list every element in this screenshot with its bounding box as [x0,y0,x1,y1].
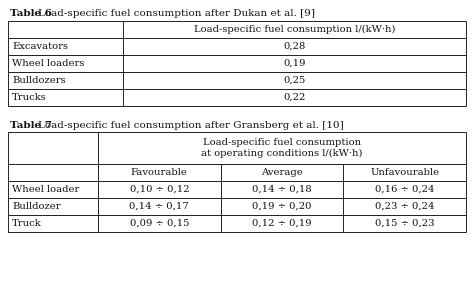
Bar [8,181,466,198]
Bar [8,132,466,164]
Bar [8,164,466,181]
Text: 0,14 ÷ 0,18: 0,14 ÷ 0,18 [252,185,312,194]
Text: 0,28: 0,28 [283,42,306,51]
Text: Favourable: Favourable [131,168,188,177]
Text: 0,25: 0,25 [283,76,306,85]
Text: Table 7: Table 7 [10,121,55,130]
Text: 0,19: 0,19 [283,59,306,68]
Text: 0,16 ÷ 0,24: 0,16 ÷ 0,24 [375,185,434,194]
Text: 0,22: 0,22 [283,93,306,102]
Text: 0,19 ÷ 0,20: 0,19 ÷ 0,20 [252,202,312,211]
Bar [8,21,466,38]
Text: at operating conditions l/(kW·h): at operating conditions l/(kW·h) [201,149,363,158]
Text: 0,12 ÷ 0,19: 0,12 ÷ 0,19 [252,219,312,228]
Text: 0,15 ÷ 0,23: 0,15 ÷ 0,23 [375,219,434,228]
Text: Wheel loader: Wheel loader [12,185,79,194]
Bar [8,72,466,89]
Text: Bulldozers: Bulldozers [12,76,65,85]
Bar [8,215,466,232]
Text: 0,10 ÷ 0,12: 0,10 ÷ 0,12 [129,185,189,194]
Text: Load-specific fuel consumption l/(kW·h): Load-specific fuel consumption l/(kW·h) [194,25,395,34]
Text: Unfavourable: Unfavourable [370,168,439,177]
Text: Bulldozer: Bulldozer [12,202,61,211]
Text: Truck: Truck [12,219,42,228]
Bar [8,89,466,106]
Text: Load-specific fuel consumption: Load-specific fuel consumption [203,138,361,147]
Text: 0,09 ÷ 0,15: 0,09 ÷ 0,15 [129,219,189,228]
Text: 0,14 ÷ 0,17: 0,14 ÷ 0,17 [129,202,189,211]
Text: 0,23 ÷ 0,24: 0,23 ÷ 0,24 [375,202,434,211]
Text: Wheel loaders: Wheel loaders [12,59,84,68]
Text: Trucks: Trucks [12,93,47,102]
Bar [8,38,466,55]
Bar [8,55,466,72]
Bar [8,198,466,215]
Text: Excavators: Excavators [12,42,68,51]
Text: Load-specific fuel consumption after Gransberg et al. [10]: Load-specific fuel consumption after Gra… [38,121,344,130]
Text: Load-specific fuel consumption after Dukan et al. [9]: Load-specific fuel consumption after Duk… [38,10,315,19]
Text: Average: Average [261,168,303,177]
Text: Table 6: Table 6 [10,10,55,19]
